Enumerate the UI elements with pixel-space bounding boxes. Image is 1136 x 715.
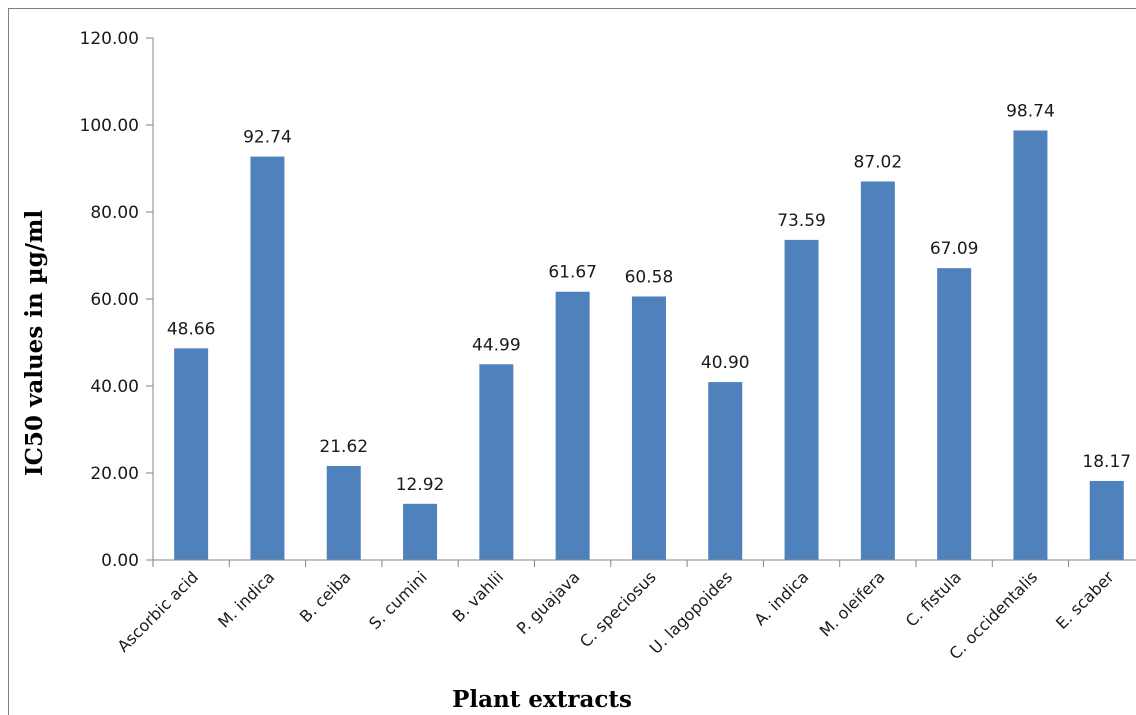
- category-label: C. fistula: [902, 567, 965, 630]
- category-label: C. speciosus: [576, 567, 660, 651]
- bar: [174, 348, 209, 560]
- bar: [555, 291, 590, 560]
- data-label: 40.90: [701, 353, 750, 373]
- category-label: B. vahlii: [449, 567, 508, 626]
- bar: [326, 465, 361, 560]
- y-tick-label: 100.00: [80, 116, 139, 136]
- x-axis-title: Plant extracts: [452, 686, 632, 713]
- y-tick-label: 20.00: [90, 464, 139, 484]
- category-label: B. ceiba: [296, 567, 355, 626]
- data-label: 67.09: [930, 239, 979, 259]
- bar: [1013, 130, 1048, 560]
- data-label: 98.74: [1006, 101, 1055, 121]
- data-label: 18.17: [1082, 452, 1131, 472]
- bar: [708, 382, 743, 560]
- y-tick-label: 80.00: [90, 203, 139, 223]
- category-label: M. oleifera: [816, 567, 889, 640]
- bar: [1089, 480, 1124, 560]
- y-axis: 0.00 20.00 40.00 60.00 80.00 100.00 120.00: [80, 29, 154, 571]
- bar: [250, 156, 285, 560]
- y-tick-label: 0.00: [101, 551, 139, 571]
- bars: 48.66 92.74 21.62 12.92 44.99 61.67 60.58 40.90…: [167, 101, 1131, 561]
- y-axis-title: IC50 values in µg/ml: [21, 210, 48, 477]
- data-label: 73.59: [777, 211, 826, 231]
- category-label: P. guajava: [513, 567, 584, 638]
- data-label: 48.66: [167, 319, 216, 339]
- x-axis: Ascorbic acid M. indica B. ceiba S. cumini B…: [113, 559, 1136, 663]
- data-label: 12.92: [396, 475, 445, 495]
- category-label: A. indica: [750, 567, 812, 629]
- bar: [937, 268, 972, 560]
- y-tick-label: 120.00: [80, 29, 139, 49]
- y-tick-label: 60.00: [90, 290, 139, 310]
- bar: [860, 181, 895, 560]
- data-label: 44.99: [472, 335, 521, 355]
- category-label: Ascorbic acid: [113, 567, 201, 655]
- category-label: S. cumini: [365, 567, 431, 633]
- bar: [784, 239, 819, 561]
- category-label: M. indica: [214, 567, 278, 631]
- data-label: 61.67: [548, 263, 597, 283]
- data-label: 60.58: [625, 267, 674, 287]
- y-tick-label: 40.00: [90, 377, 139, 397]
- data-label: 21.62: [319, 437, 368, 457]
- bar: [403, 503, 438, 560]
- data-label: 92.74: [243, 128, 292, 148]
- bar: [479, 364, 514, 560]
- data-label: 87.02: [854, 152, 903, 172]
- category-label: E. scaber: [1052, 567, 1118, 633]
- bar: [631, 296, 666, 560]
